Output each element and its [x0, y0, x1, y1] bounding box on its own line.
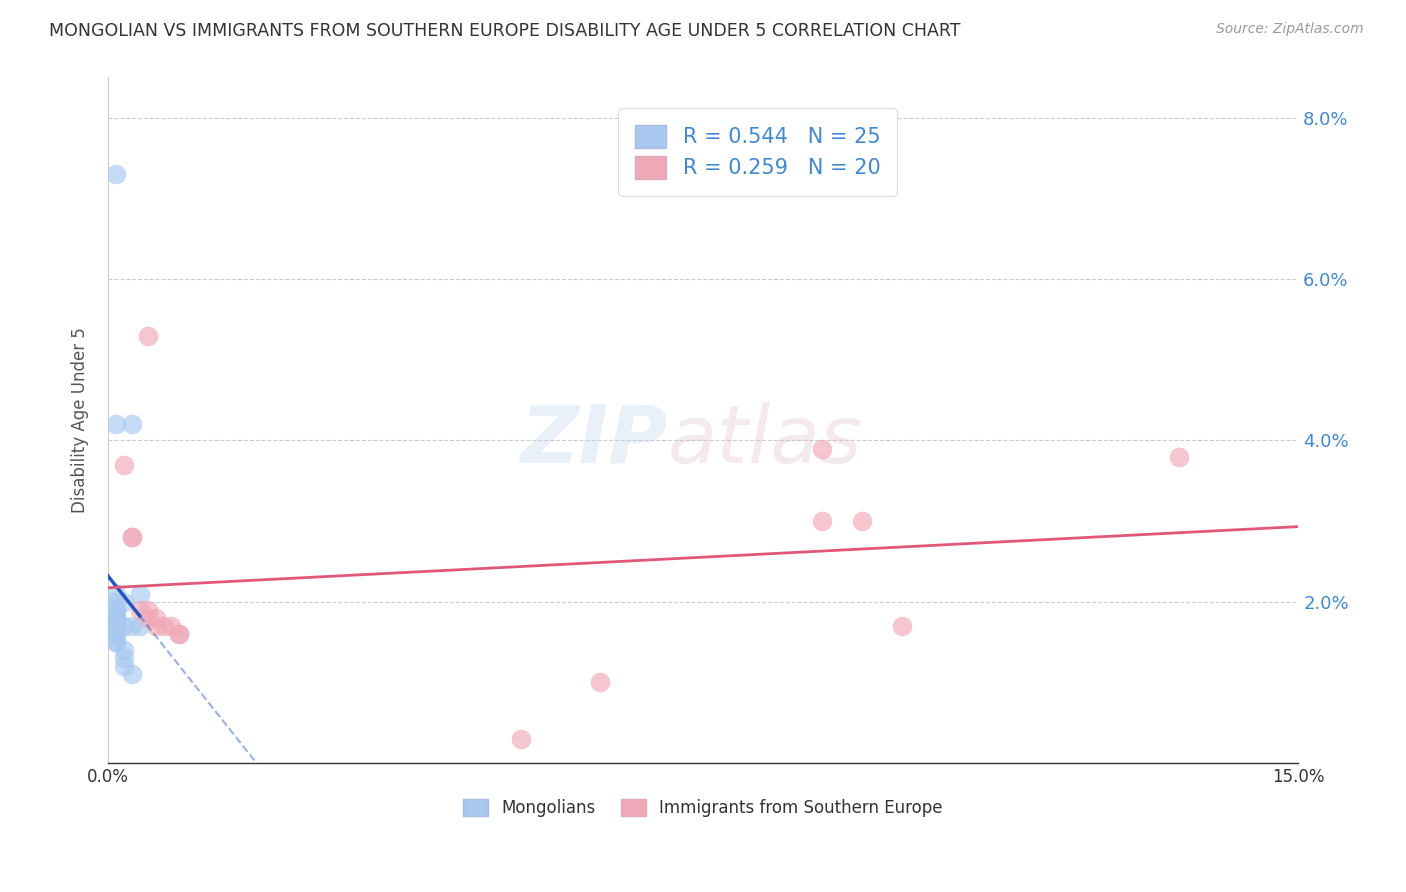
Point [509, 731, 531, 746]
Point [128, 587, 150, 601]
Point [104, 587, 127, 601]
Point [136, 611, 159, 625]
Point [121, 530, 143, 544]
Point [152, 619, 174, 633]
Point [112, 643, 135, 657]
Point [104, 167, 127, 181]
Point [104, 603, 127, 617]
Point [851, 514, 873, 528]
Point [160, 619, 183, 633]
Point [104, 603, 127, 617]
Point [112, 651, 135, 665]
Point [112, 659, 135, 673]
Point [104, 619, 127, 633]
Point [104, 635, 127, 649]
Y-axis label: Disability Age Under 5: Disability Age Under 5 [72, 327, 89, 513]
Point [121, 667, 143, 681]
Point [104, 619, 127, 633]
Point [128, 619, 150, 633]
Point [169, 627, 191, 641]
Point [104, 611, 127, 625]
Point [121, 619, 143, 633]
Point [811, 442, 834, 456]
Point [104, 595, 127, 609]
Point [811, 514, 834, 528]
Text: Source: ZipAtlas.com: Source: ZipAtlas.com [1216, 22, 1364, 37]
Point [104, 635, 127, 649]
Point [589, 675, 612, 690]
Point [136, 328, 159, 343]
Point [112, 619, 135, 633]
Point [112, 595, 135, 609]
Point [104, 627, 127, 641]
Point [1168, 450, 1191, 464]
Point [136, 603, 159, 617]
Point [145, 611, 167, 625]
Text: ZIP: ZIP [520, 402, 668, 480]
Point [145, 619, 167, 633]
Point [104, 611, 127, 625]
Point [104, 627, 127, 641]
Point [169, 627, 191, 641]
Point [121, 530, 143, 544]
Point [104, 417, 127, 432]
Point [121, 417, 143, 432]
Legend: Mongolians, Immigrants from Southern Europe: Mongolians, Immigrants from Southern Eur… [457, 792, 949, 823]
Point [128, 603, 150, 617]
Point [890, 619, 912, 633]
Point [112, 458, 135, 472]
Point [104, 611, 127, 625]
Text: atlas: atlas [668, 402, 862, 480]
Text: MONGOLIAN VS IMMIGRANTS FROM SOUTHERN EUROPE DISABILITY AGE UNDER 5 CORRELATION : MONGOLIAN VS IMMIGRANTS FROM SOUTHERN EU… [49, 22, 960, 40]
